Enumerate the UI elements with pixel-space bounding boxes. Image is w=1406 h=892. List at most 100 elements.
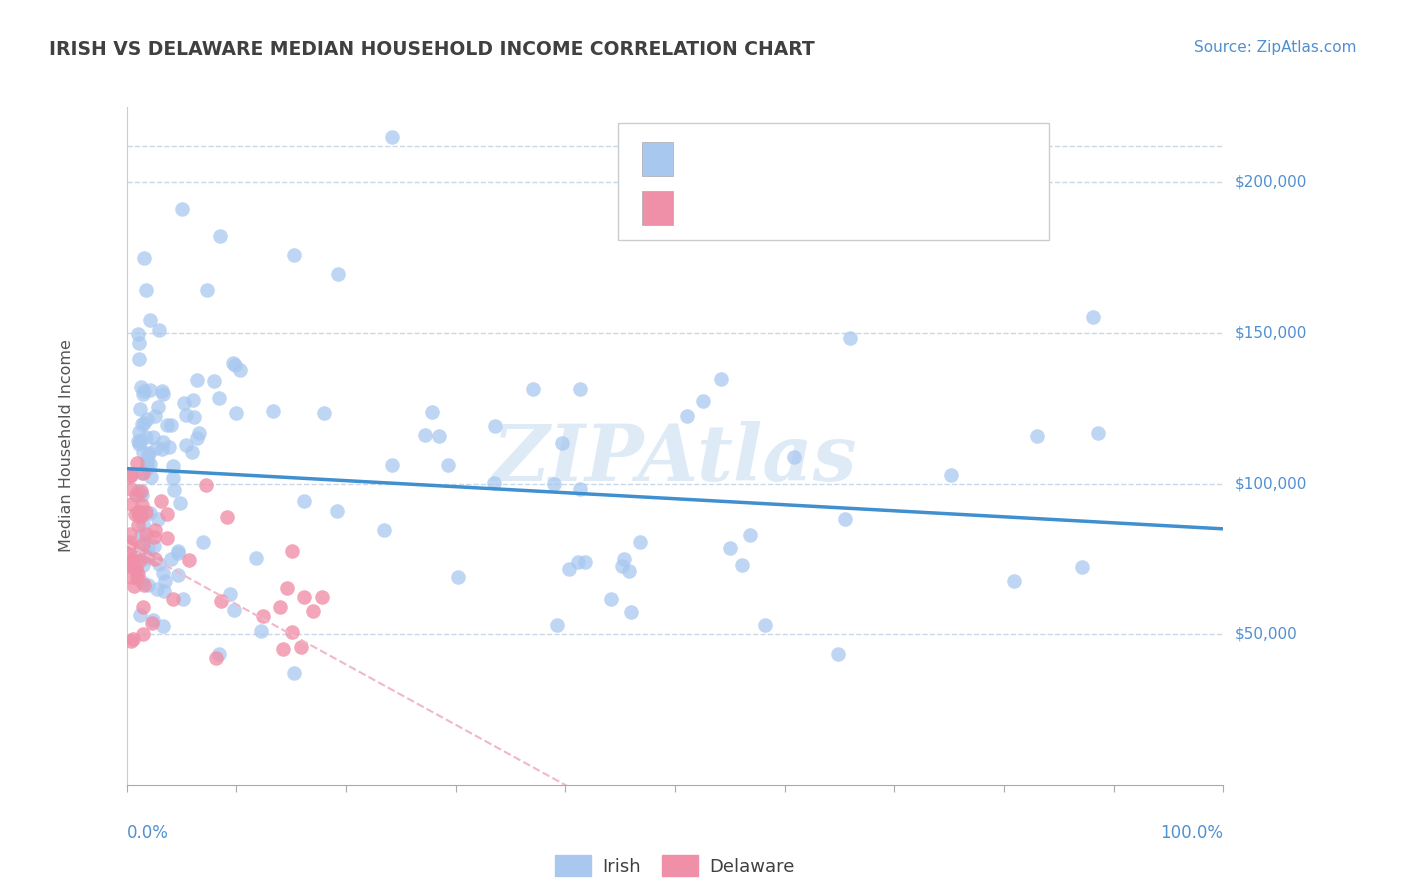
Point bbox=[731, 558, 754, 573]
Point bbox=[138, 383, 160, 397]
Point bbox=[125, 488, 148, 502]
Point bbox=[155, 574, 177, 588]
Point bbox=[120, 553, 142, 567]
Point bbox=[827, 647, 849, 661]
Text: $100,000: $100,000 bbox=[1234, 476, 1306, 491]
Point bbox=[148, 323, 170, 337]
Point bbox=[149, 494, 172, 508]
Point bbox=[136, 456, 159, 470]
Point bbox=[225, 407, 247, 421]
Point bbox=[169, 495, 191, 509]
Point bbox=[132, 252, 155, 266]
Point bbox=[167, 546, 190, 560]
Point bbox=[135, 526, 157, 541]
Point bbox=[127, 483, 149, 498]
Point bbox=[569, 382, 592, 396]
Point bbox=[143, 530, 166, 544]
Point bbox=[136, 577, 159, 591]
Point bbox=[132, 384, 155, 398]
Point bbox=[484, 419, 506, 434]
Point bbox=[127, 505, 149, 519]
Point bbox=[146, 400, 169, 414]
Point bbox=[156, 507, 179, 521]
Point bbox=[162, 471, 184, 485]
Point bbox=[413, 428, 436, 442]
Point bbox=[136, 541, 159, 556]
Point bbox=[613, 551, 636, 566]
Point bbox=[124, 507, 146, 521]
Point bbox=[740, 528, 762, 542]
Point bbox=[128, 402, 150, 417]
Point bbox=[783, 450, 806, 464]
Point bbox=[128, 608, 150, 623]
Point bbox=[131, 498, 153, 512]
Point bbox=[224, 358, 246, 372]
Point bbox=[160, 551, 183, 566]
Point bbox=[222, 356, 245, 370]
Point bbox=[1071, 560, 1094, 574]
Point bbox=[146, 582, 169, 596]
Point bbox=[153, 583, 176, 598]
Point bbox=[262, 404, 284, 418]
Point bbox=[139, 313, 162, 327]
Point bbox=[127, 567, 149, 582]
Point bbox=[129, 380, 152, 394]
Point bbox=[280, 625, 302, 640]
Point bbox=[574, 555, 596, 569]
Point bbox=[208, 647, 231, 661]
Point bbox=[373, 523, 395, 537]
Point bbox=[269, 600, 291, 615]
Point bbox=[676, 409, 699, 423]
Point bbox=[167, 543, 190, 558]
Point bbox=[132, 517, 155, 532]
Point bbox=[208, 229, 231, 244]
Point bbox=[217, 510, 239, 524]
Point bbox=[619, 564, 641, 578]
Point bbox=[176, 409, 198, 423]
Point bbox=[128, 437, 150, 451]
Point bbox=[145, 441, 167, 455]
Point bbox=[145, 523, 167, 537]
Point bbox=[252, 608, 274, 623]
Point bbox=[142, 613, 165, 627]
Point bbox=[381, 130, 404, 145]
Point bbox=[120, 468, 142, 483]
Point bbox=[121, 555, 143, 569]
Point bbox=[427, 429, 450, 443]
Point bbox=[710, 372, 733, 386]
Point bbox=[314, 406, 336, 420]
Point bbox=[281, 544, 304, 558]
Point bbox=[136, 548, 159, 562]
Point bbox=[543, 477, 565, 491]
Point bbox=[162, 483, 184, 497]
Point bbox=[129, 528, 152, 542]
Point bbox=[131, 444, 153, 458]
Point bbox=[125, 564, 148, 578]
Point bbox=[127, 434, 149, 448]
Point bbox=[692, 393, 714, 408]
Point bbox=[276, 581, 298, 595]
Point bbox=[141, 616, 163, 631]
Point bbox=[173, 396, 195, 410]
Point bbox=[160, 418, 183, 433]
Point bbox=[222, 602, 245, 616]
Text: Median Household Income: Median Household Income bbox=[59, 340, 73, 552]
Point bbox=[157, 440, 180, 454]
Point bbox=[181, 392, 204, 407]
Point bbox=[283, 666, 305, 681]
Point bbox=[1081, 310, 1104, 324]
Point bbox=[132, 416, 155, 430]
Point bbox=[120, 497, 142, 511]
Point bbox=[204, 651, 226, 665]
Point bbox=[136, 551, 159, 566]
Point bbox=[118, 468, 141, 483]
Point bbox=[135, 505, 157, 519]
Point bbox=[122, 579, 145, 593]
Point bbox=[120, 539, 142, 553]
Point bbox=[311, 591, 333, 605]
Text: 100.0%: 100.0% bbox=[1160, 824, 1223, 842]
Point bbox=[208, 392, 231, 406]
Point bbox=[120, 559, 142, 574]
Point bbox=[131, 466, 153, 480]
Point bbox=[628, 535, 651, 549]
